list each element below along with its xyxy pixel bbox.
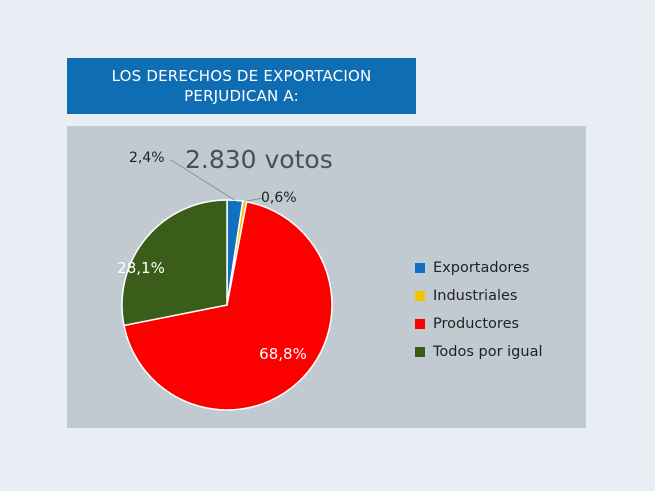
leader-line [244, 197, 264, 203]
legend-label: Productores [433, 316, 520, 332]
chart-title-line-1: LOS DERECHOS DE EXPORTACION [111, 67, 372, 85]
pie-slice-todos-por-igual [121, 199, 228, 327]
pie-chart: 2,4% 0,6% 68,8% 28,1% 2.830 votos [117, 145, 333, 411]
legend-label: Todos por igual [433, 344, 543, 360]
legend-item: Industriales [415, 282, 580, 310]
legend-item: Todos por igual [415, 338, 580, 366]
legend-item: Exportadores [415, 254, 580, 282]
legend-swatch [415, 319, 425, 329]
chart-annotation: 2.830 votos [185, 145, 333, 174]
leader-line [170, 159, 236, 201]
chart-panel: 2,4% 0,6% 68,8% 28,1% 2.830 votos Exportador… [67, 126, 586, 428]
legend-label: Exportadores [433, 260, 530, 276]
data-label: 68,8% [259, 345, 307, 363]
pie-slice-productores [123, 200, 333, 411]
legend-swatch [415, 347, 425, 357]
data-label: 28,1% [117, 259, 165, 277]
legend-item: Productores [415, 310, 580, 338]
legend-swatch [415, 263, 425, 273]
chart-title: LOS DERECHOS DE EXPORTACION PERJUDICAN A… [67, 58, 416, 114]
legend-label: Industriales [433, 288, 518, 304]
chart-title-line-2: PERJUDICAN A: [184, 87, 299, 105]
data-label: 0,6% [261, 190, 297, 206]
legend-swatch [415, 291, 425, 301]
chart-legend: Exportadores Industriales Productores Todos… [415, 254, 580, 366]
data-label: 2,4% [129, 150, 165, 166]
